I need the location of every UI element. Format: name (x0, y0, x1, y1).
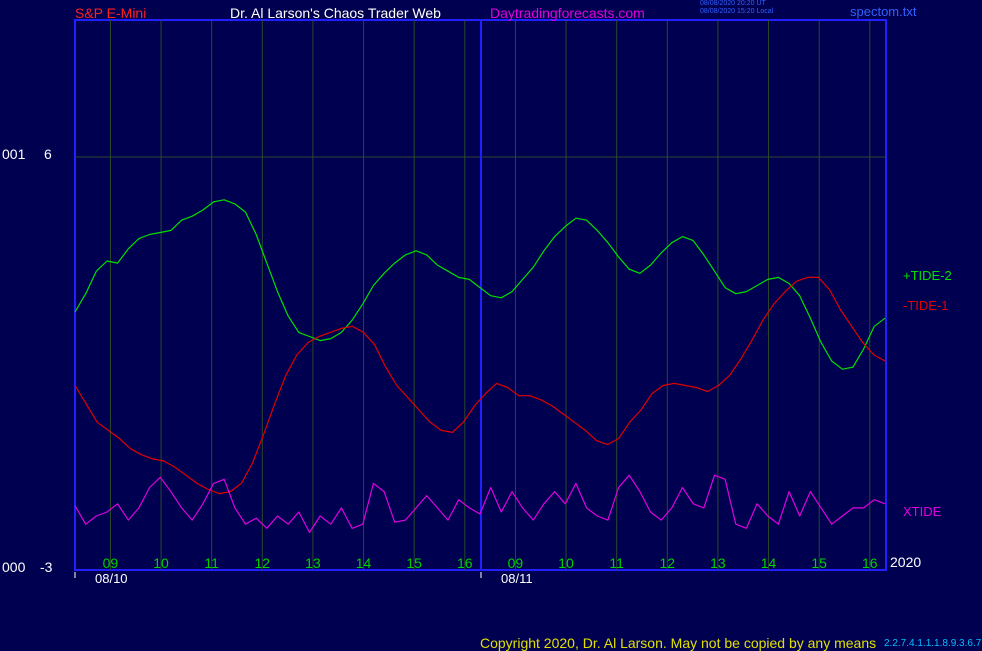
left-top-label: 001 (2, 146, 26, 162)
series-layer (74, 199, 886, 534)
author-title: Dr. Al Larson's Chaos Trader Web (230, 5, 441, 21)
year-label: 2020 (890, 554, 922, 570)
hour-tick-label: 11 (609, 555, 624, 571)
date-tick-label: 08/10 (95, 571, 128, 586)
hour-tick-label: 14 (356, 555, 372, 571)
legend-xtide: XTIDE (903, 504, 942, 519)
hour-tick-label: 12 (255, 555, 271, 571)
y-top-label: 6 (44, 146, 52, 162)
hour-tick-label: 15 (406, 555, 422, 571)
vertical-grid (109, 20, 871, 570)
hour-tick-label: 16 (457, 555, 473, 571)
timestamp-local: 08/08/2020 15:20 Local (700, 8, 774, 15)
series-line--tide-2 (74, 199, 886, 370)
hour-tick-label: 15 (811, 555, 827, 571)
footer-code: 2.2.7.4.1.1.1.8.9.3.6.7.8 (884, 638, 982, 649)
file-name: spectom.txt (850, 4, 917, 19)
timestamp-utc: 08/08/2020 20:20 UT (700, 0, 766, 7)
date-labels: 08/10 08/11 (74, 571, 533, 586)
date-tick-label: 08/11 (501, 571, 533, 586)
hour-tick-label: 10 (558, 555, 574, 571)
hour-tick-label: 12 (660, 555, 676, 571)
series-line-xtide (74, 474, 886, 534)
copyright: Copyright 2020, Dr. Al Larson. May not b… (480, 635, 877, 651)
hour-labels: 09 10 11 12 13 14 15 16 09 10 11 12 13 14 15 16 (103, 555, 878, 571)
legend-tide-plus: +TIDE-2 (903, 268, 952, 283)
hour-tick-label: 14 (761, 555, 777, 571)
hour-tick-label: 09 (508, 555, 524, 571)
hour-tick-label: 11 (204, 555, 219, 571)
hour-tick-label: 10 (153, 555, 169, 571)
hour-tick-label: 16 (862, 555, 878, 571)
hour-tick-label: 13 (710, 555, 726, 571)
site-link[interactable]: Daytradingforecasts.com (490, 5, 645, 21)
y-bottom-label: -3 (40, 559, 53, 575)
hour-tick-label: 13 (305, 555, 321, 571)
symbol-title: S&P E-Mini (75, 5, 147, 21)
legend-tide-minus: -TIDE-1 (903, 298, 949, 313)
hour-tick-label: 09 (103, 555, 119, 571)
left-bottom-label: 000 (2, 559, 26, 575)
